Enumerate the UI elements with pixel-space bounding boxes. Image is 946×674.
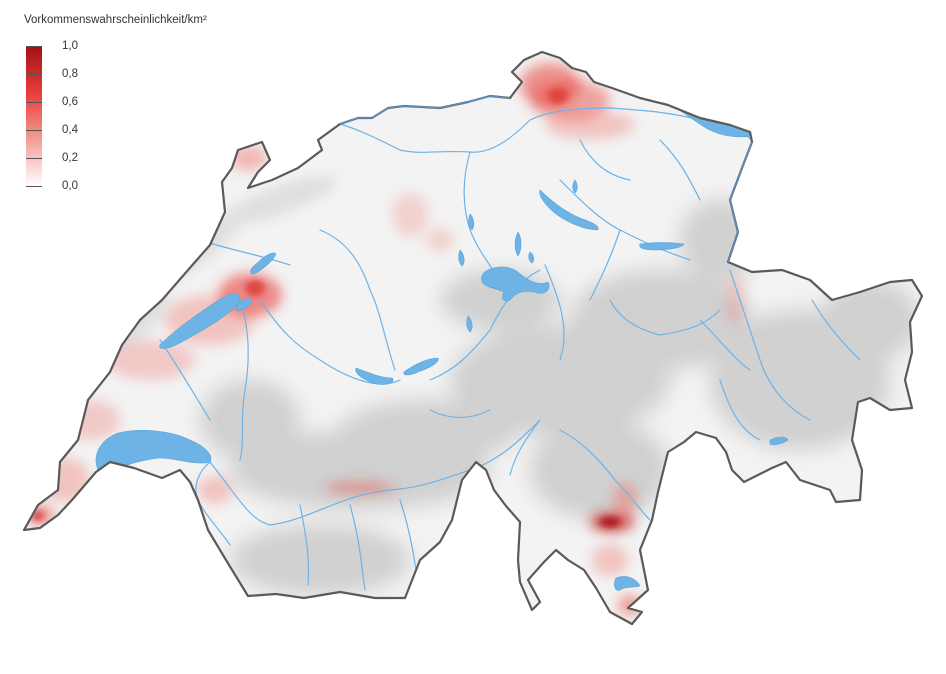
lake-sils xyxy=(769,436,789,446)
rhine-border-river xyxy=(339,95,511,125)
legend: Vorkommenswahrscheinlichkeit/km² 1,0 0,8… xyxy=(24,14,224,194)
legend-tick-mark xyxy=(26,102,42,103)
legend-tick-mark xyxy=(26,158,42,159)
legend-tick-label: 0,2 xyxy=(62,152,78,164)
lake-aegeri xyxy=(528,251,535,264)
lake-lugano xyxy=(614,576,641,591)
lake-sarnen xyxy=(466,315,473,333)
lake-hallwil xyxy=(468,213,475,231)
legend-tick-label: 1,0 xyxy=(62,40,78,52)
legend-tick-label: 0,0 xyxy=(62,180,78,192)
lake-thun xyxy=(355,367,394,385)
lake-biel xyxy=(250,252,277,275)
legend-tick-mark xyxy=(26,74,42,75)
legend-tick-label: 0,6 xyxy=(62,96,78,108)
alpine-rhine-border-river xyxy=(727,141,753,263)
occurrence-peaks xyxy=(32,88,620,527)
legend-title: Vorkommenswahrscheinlichkeit/km² xyxy=(24,14,207,26)
lake-lucerne xyxy=(481,266,550,302)
legend-tick-mark xyxy=(26,46,42,47)
lake-maggiore xyxy=(537,561,577,624)
national-border xyxy=(22,50,924,626)
lake-zug xyxy=(514,231,522,257)
legend-tick-mark xyxy=(26,186,42,187)
lake-brienz xyxy=(403,357,439,376)
lake-murten xyxy=(235,298,253,311)
legend-tick-label: 0,4 xyxy=(62,124,78,136)
legend-color-scale xyxy=(26,46,42,186)
lake-untersee xyxy=(599,71,631,84)
lake-greifen xyxy=(572,179,578,194)
lake-zurich xyxy=(539,189,599,231)
lake-walen xyxy=(639,242,685,251)
lake-joux xyxy=(81,379,97,391)
legend-tick-mark xyxy=(26,130,42,131)
legend-tick-label: 0,8 xyxy=(62,68,78,80)
lake-sempach xyxy=(458,249,465,267)
